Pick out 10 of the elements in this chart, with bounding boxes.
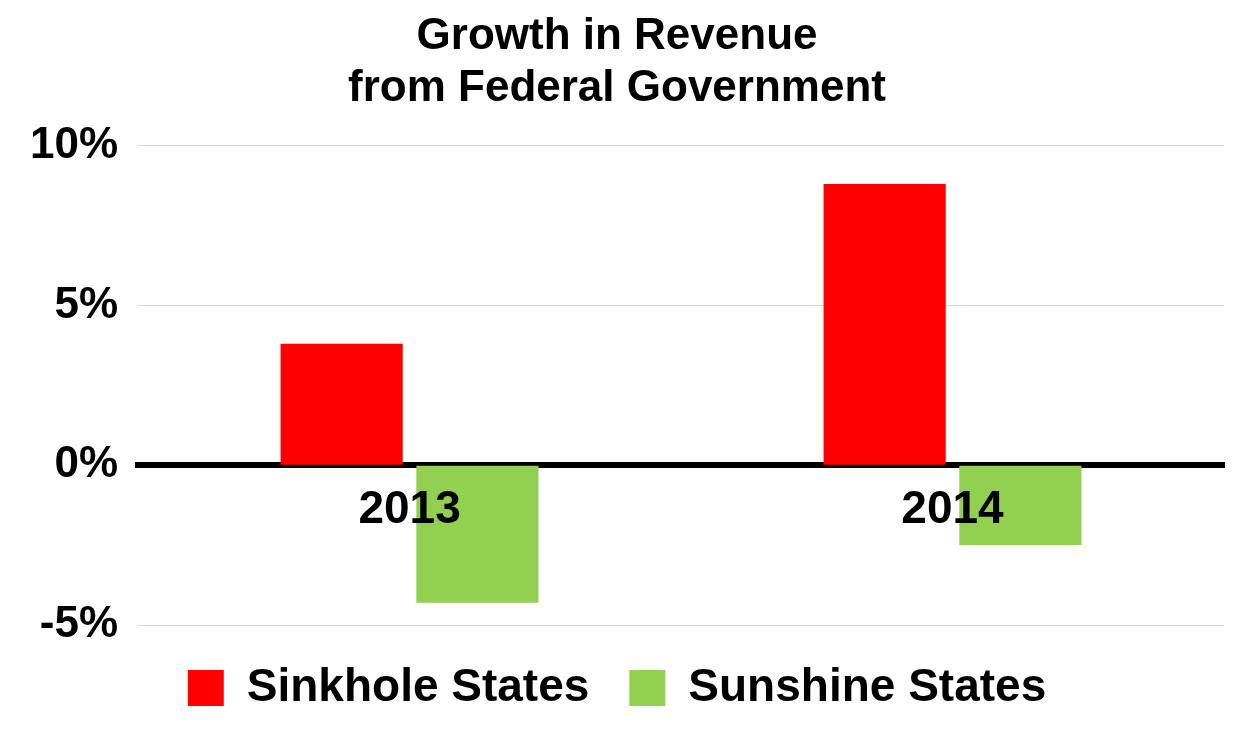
legend-label: Sinkhole States bbox=[246, 658, 590, 711]
text: Growth in Revenue bbox=[416, 8, 818, 58]
text: from Federal Government bbox=[348, 61, 886, 111]
y-tick-label: 5% bbox=[54, 277, 119, 327]
y-tick-label: 10% bbox=[29, 117, 119, 167]
bar bbox=[823, 183, 946, 465]
y-tick-label: 0% bbox=[54, 437, 119, 487]
y-tick-label: -5% bbox=[39, 597, 119, 647]
bar bbox=[280, 343, 403, 465]
legend-label: Sunshine States bbox=[688, 658, 1047, 711]
